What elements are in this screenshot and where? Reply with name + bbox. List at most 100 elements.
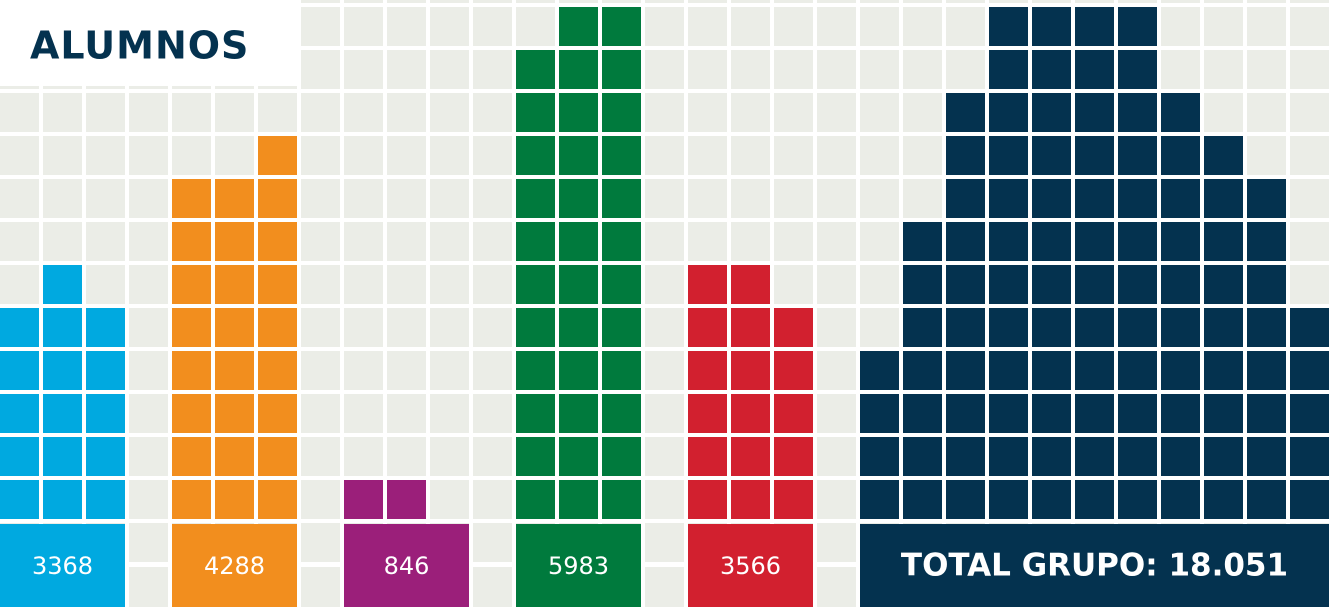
- grid-cell: [344, 308, 383, 347]
- block: [1204, 265, 1243, 304]
- block: [1075, 394, 1114, 433]
- block: [215, 437, 254, 476]
- grid-cell: [473, 437, 512, 476]
- grid-cell: [817, 523, 856, 562]
- block: [774, 437, 813, 476]
- block: [516, 437, 555, 476]
- block: [516, 308, 555, 347]
- grid-cell: [946, 50, 985, 89]
- block: [1118, 136, 1157, 175]
- grid-cell: [129, 308, 168, 347]
- block: [43, 265, 82, 304]
- grid-cell: [645, 93, 684, 132]
- block: [1118, 93, 1157, 132]
- block: [559, 222, 598, 261]
- grid-cell: [129, 351, 168, 390]
- grid-cell: [645, 308, 684, 347]
- block: [1204, 351, 1243, 390]
- block: [1118, 351, 1157, 390]
- block: [903, 265, 942, 304]
- grid-cell: [731, 136, 770, 175]
- block: [215, 222, 254, 261]
- block: [258, 351, 297, 390]
- block: [989, 265, 1028, 304]
- grid-cell: [129, 93, 168, 132]
- grid-cell: [645, 179, 684, 218]
- block: [989, 136, 1028, 175]
- block: [559, 437, 598, 476]
- grid-cell: [301, 93, 340, 132]
- block: [215, 265, 254, 304]
- grid-cell: [344, 50, 383, 89]
- block: [688, 394, 727, 433]
- block: [1118, 7, 1157, 46]
- block: [946, 93, 985, 132]
- block: [1032, 136, 1071, 175]
- grid-cell: [516, 0, 555, 3]
- grid-cell: [387, 222, 426, 261]
- block: [1204, 222, 1243, 261]
- grid-cell: [817, 351, 856, 390]
- grid-cell: [731, 0, 770, 3]
- title-box: [0, 0, 301, 86]
- grid-cell: [731, 179, 770, 218]
- block: [516, 50, 555, 89]
- block: [1290, 308, 1329, 347]
- block: [86, 480, 125, 519]
- block: [688, 437, 727, 476]
- grid-cell: [86, 265, 125, 304]
- block: [1290, 351, 1329, 390]
- grid-cell: [774, 222, 813, 261]
- grid-cell: [1290, 93, 1329, 132]
- block: [516, 222, 555, 261]
- block: [1032, 265, 1071, 304]
- grid-cell: [473, 7, 512, 46]
- block: [1247, 394, 1286, 433]
- block: [602, 50, 641, 89]
- block: [1118, 437, 1157, 476]
- grid-cell: [645, 394, 684, 433]
- block: [172, 480, 211, 519]
- grid-cell: [817, 394, 856, 433]
- block: [1204, 308, 1243, 347]
- block: [1161, 437, 1200, 476]
- grid-cell: [86, 136, 125, 175]
- block: [602, 179, 641, 218]
- grid-cell: [301, 222, 340, 261]
- grid-cell: [774, 136, 813, 175]
- block: [1247, 222, 1286, 261]
- grid-cell: [817, 0, 856, 3]
- block: [1161, 136, 1200, 175]
- block: [1075, 480, 1114, 519]
- block: [602, 265, 641, 304]
- grid-cell: [129, 480, 168, 519]
- grid-cell: [473, 567, 512, 607]
- grid-cell: [817, 308, 856, 347]
- grid-cell: [473, 394, 512, 433]
- block: [1247, 480, 1286, 519]
- block: [1032, 351, 1071, 390]
- grid-cell: [387, 136, 426, 175]
- block: [172, 308, 211, 347]
- grid-cell: [516, 7, 555, 46]
- grid-cell: [774, 50, 813, 89]
- grid-cell: [473, 351, 512, 390]
- block: [731, 308, 770, 347]
- block: [602, 480, 641, 519]
- grid-cell: [344, 179, 383, 218]
- block: [1032, 222, 1071, 261]
- block: [1118, 50, 1157, 89]
- grid-cell: [86, 222, 125, 261]
- grid-cell: [344, 394, 383, 433]
- grid-cell: [645, 7, 684, 46]
- grid-cell: [645, 523, 684, 562]
- block: [172, 179, 211, 218]
- block: [731, 351, 770, 390]
- grid-cell: [129, 394, 168, 433]
- grid-cell: [473, 136, 512, 175]
- block: [86, 351, 125, 390]
- block: [1247, 351, 1286, 390]
- grid-cell: [0, 265, 39, 304]
- grid-cell: [0, 222, 39, 261]
- grid-cell: [172, 136, 211, 175]
